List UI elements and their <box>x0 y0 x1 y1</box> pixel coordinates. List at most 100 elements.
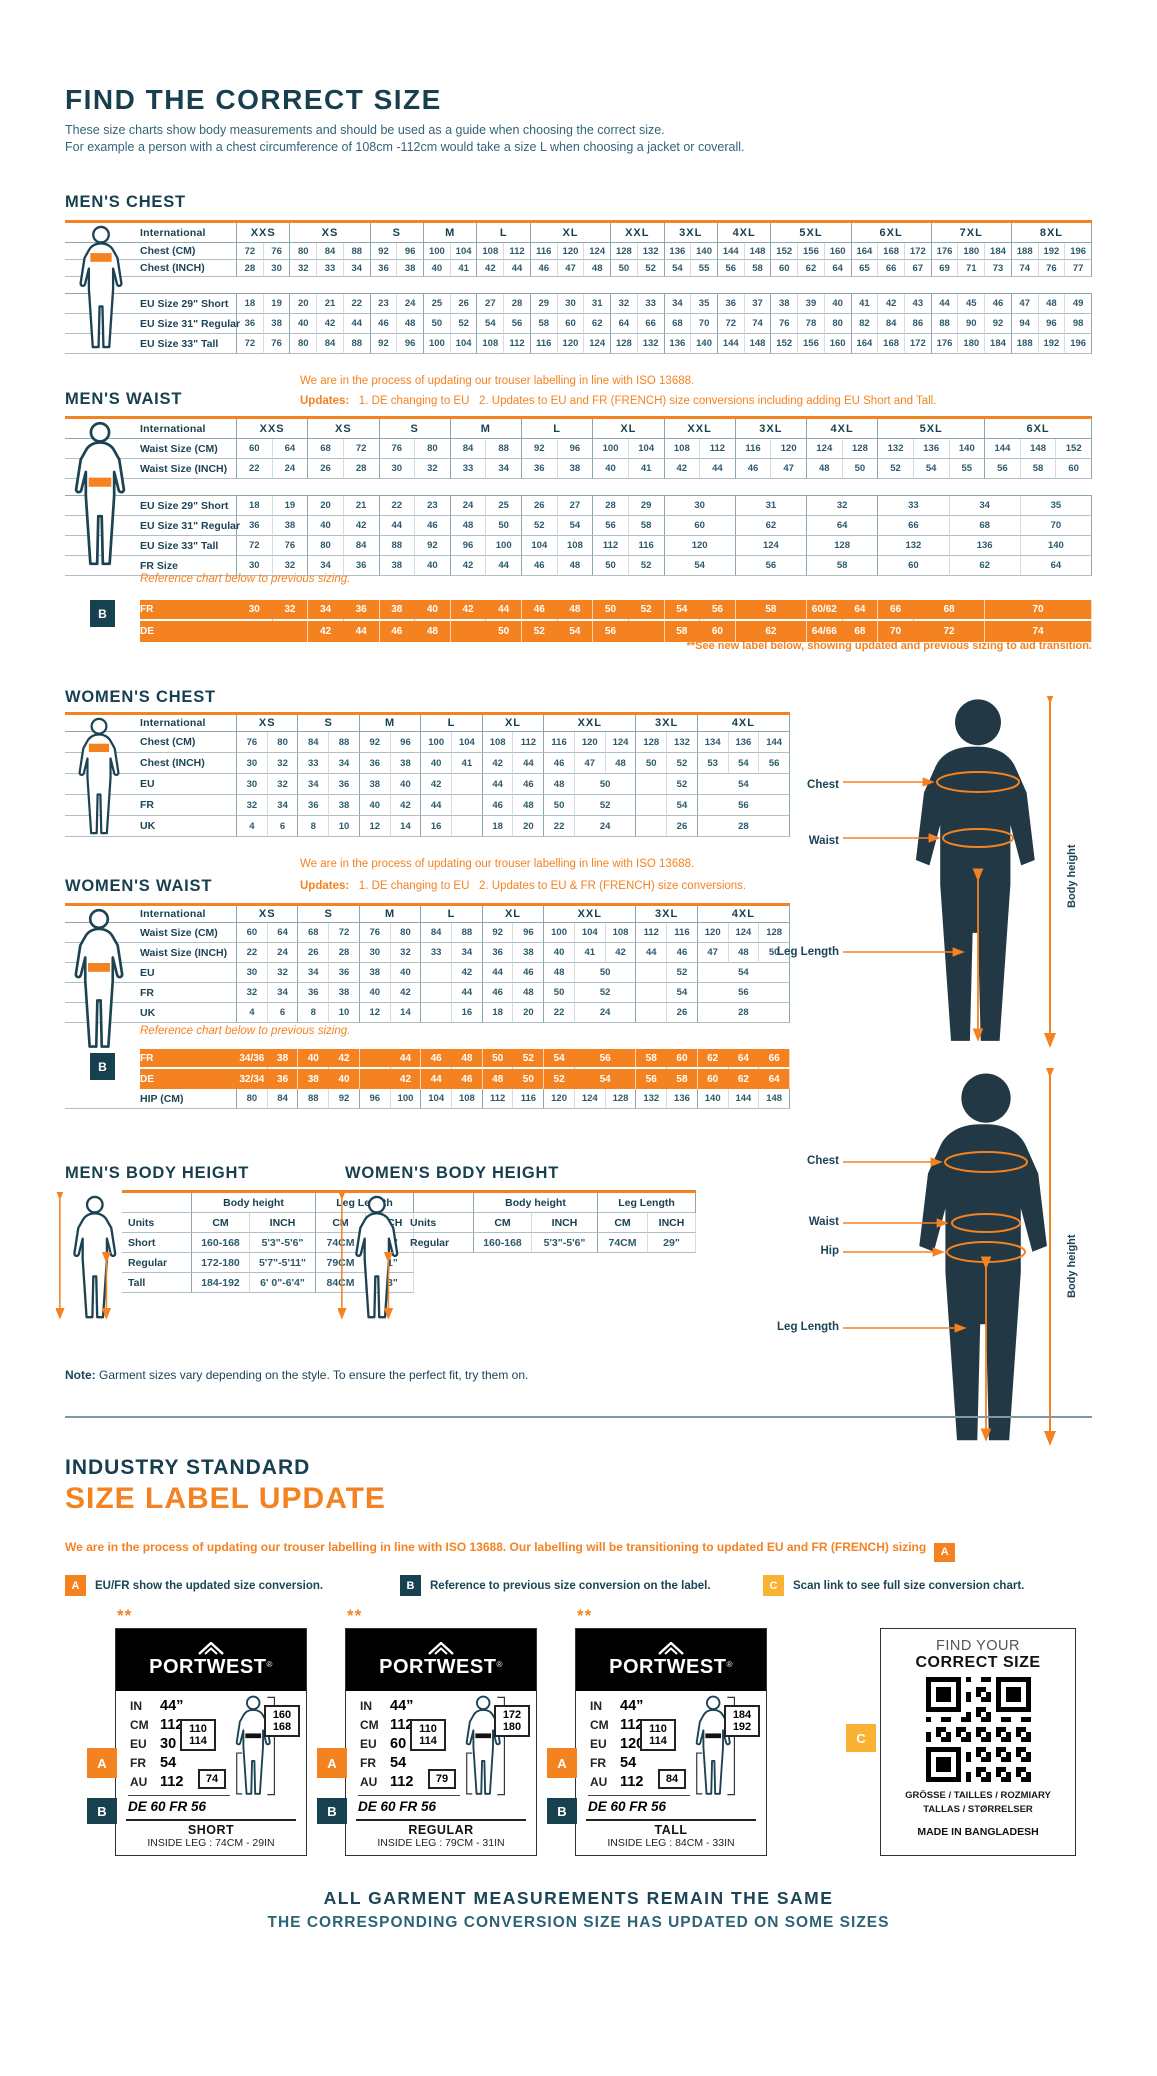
table-cell: 38 <box>359 774 391 795</box>
qr-card-line2: CORRECT SIZE <box>915 1654 1041 1671</box>
womens-body-height-figure-icon <box>338 1192 399 1320</box>
label-size-row: IN 44” <box>360 1698 414 1714</box>
table-cell: 128 <box>611 334 638 354</box>
table-cell: 34 <box>343 260 371 277</box>
badge-a-icon: A <box>317 1748 347 1778</box>
table-cell: 32 <box>272 600 309 621</box>
reference-note-womens: Reference chart below to previous sizing… <box>140 1025 351 1037</box>
table-cell: 176 <box>931 334 959 354</box>
woman-waist-label: Waist <box>808 1216 839 1228</box>
table-cell: 104 <box>452 732 483 753</box>
badge-b-icon: B <box>547 1798 577 1824</box>
table-cell: 136 <box>664 243 692 260</box>
table-cell: 68 <box>913 600 986 621</box>
table-cell: 31 <box>584 294 612 314</box>
table-cell: 40 <box>593 459 629 479</box>
table-cell: 48 <box>397 314 425 334</box>
table-cell: 28 <box>593 496 629 516</box>
table-cell: 94 <box>1011 314 1039 334</box>
table-cell: 44 <box>390 1049 422 1069</box>
table-cell: 42 <box>390 795 422 816</box>
qr-card-languages-1: GRÖSSE / TAILLES / ROZMIARY <box>905 1790 1051 1801</box>
table-cell: 46 <box>452 1069 483 1089</box>
stars-mark: ** <box>577 1606 593 1625</box>
table-cell: 116 <box>735 439 772 459</box>
badge-c-icon: C <box>763 1575 784 1596</box>
table-cell: 64 <box>267 923 299 943</box>
table-cell: 56 <box>697 983 790 1003</box>
table-cell: 28 <box>504 294 531 314</box>
table-cell: 30 <box>237 600 273 621</box>
table-cell: 40 <box>298 1049 330 1069</box>
table-cell: 76 <box>263 334 291 354</box>
table-cell: 30 <box>557 294 585 314</box>
badge-a-icon: A <box>65 1575 86 1596</box>
table-cell: 47 <box>697 943 729 963</box>
table-cell: 196 <box>1065 243 1092 260</box>
row-label: Waist Size (INCH) <box>65 943 237 963</box>
table-cell: 40 <box>415 556 451 576</box>
column-header: XS <box>237 906 299 923</box>
table-cell: 26 <box>667 816 698 837</box>
table-cell: 54 <box>913 459 950 479</box>
table-cell: 96 <box>557 439 594 459</box>
table-cell: 120 <box>574 732 606 753</box>
table-cell: 108 <box>477 243 505 260</box>
table-cell: 80 <box>290 334 318 354</box>
table-cell: 5'7"-5'11" <box>250 1253 316 1273</box>
table-cell: 46 <box>522 600 558 621</box>
table-cell: 71 <box>958 260 986 277</box>
table-cell: 28 <box>329 943 360 963</box>
table-cell: 26 <box>450 294 478 314</box>
table-cell: 156 <box>798 334 825 354</box>
table-cell: 36 <box>717 294 745 314</box>
table-cell: 46 <box>985 294 1012 314</box>
table-cell: 160-168 <box>474 1233 532 1253</box>
table-cell: 84 <box>421 923 453 943</box>
intro-line-1: These size charts show body measurements… <box>65 123 665 137</box>
table-cell: 96 <box>390 732 422 753</box>
table-cell: 76 <box>263 243 291 260</box>
table-cell: 62 <box>735 621 807 642</box>
table-cell: 26 <box>667 1003 698 1023</box>
update-1: 1. DE changing to EU <box>358 395 470 407</box>
table-cell: 22 <box>343 294 371 314</box>
table-cell <box>450 621 487 642</box>
table-cell: 116 <box>530 334 558 354</box>
table-cell: 24 <box>267 943 299 963</box>
table-cell: 12 <box>359 1003 391 1023</box>
note-text: Garment sizes vary depending on the styl… <box>95 1368 529 1382</box>
table-cell: 56 <box>636 1069 668 1089</box>
table-cell: 5'3"-5'6" <box>532 1233 598 1253</box>
table-cell: 176 <box>931 243 959 260</box>
table-cell: 64 <box>1020 556 1092 576</box>
divider <box>358 1795 460 1796</box>
table-cell: 40 <box>359 795 391 816</box>
table-cell: 6' 0"-6'4" <box>250 1273 316 1293</box>
table-cell: 31 <box>735 496 807 516</box>
table-cell: 180 <box>958 243 986 260</box>
divider <box>126 1819 296 1821</box>
table-cell: 36 <box>267 1069 299 1089</box>
table-cell: 62 <box>798 260 825 277</box>
table-cell: 50 <box>482 1049 514 1069</box>
table-cell: 55 <box>949 459 986 479</box>
table-cell: 46 <box>379 621 416 642</box>
table-cell: 52 <box>667 753 698 774</box>
table-cell: 76 <box>771 314 799 334</box>
table-cell <box>237 621 309 642</box>
table-cell: 44 <box>421 795 453 816</box>
table-cell: 32 <box>267 753 299 774</box>
table-cell: 88 <box>343 243 371 260</box>
label-size-row: FR 54 <box>130 1755 177 1771</box>
table-cell: 96 <box>1038 314 1066 334</box>
label-size-row: EU 60 <box>360 1736 407 1752</box>
table-cell: 60 <box>697 1069 729 1089</box>
table-cell: 38 <box>397 260 425 277</box>
table-cell: 36 <box>343 600 380 621</box>
reference-note-mens: Reference chart below to previous sizing… <box>140 573 351 585</box>
table-cell: 34 <box>452 943 483 963</box>
table-cell: 34 <box>308 600 344 621</box>
table-cell: 25 <box>424 294 451 314</box>
updates-label: Updates: <box>300 395 350 407</box>
